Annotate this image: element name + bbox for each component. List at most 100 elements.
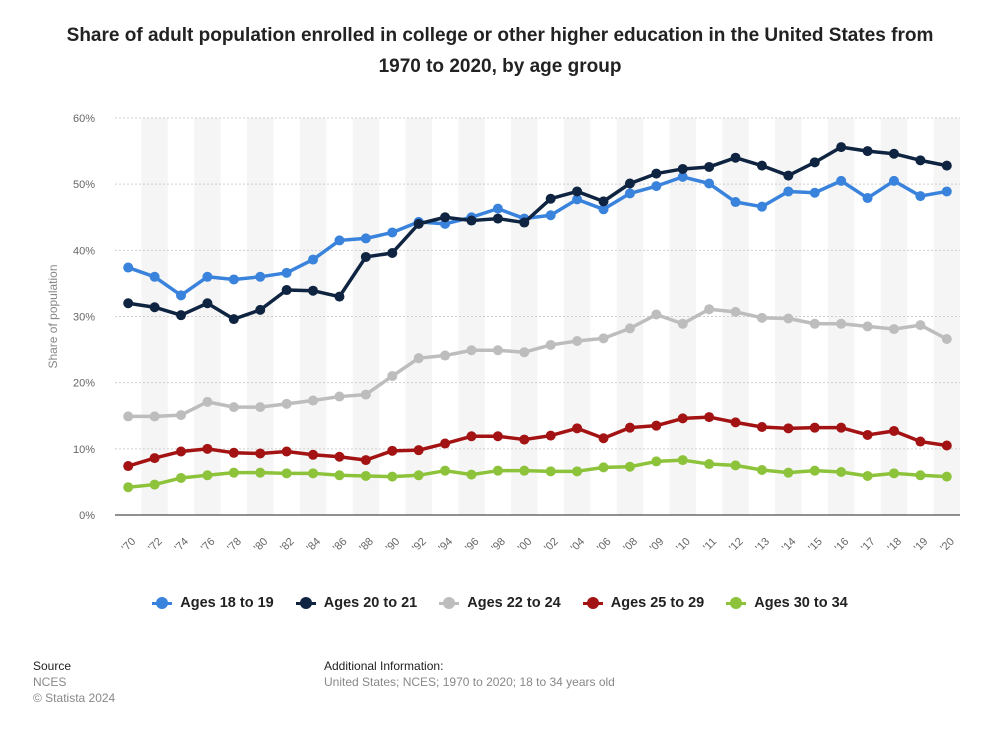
data-point-ages-25-to-29 bbox=[466, 431, 477, 442]
data-point-ages-18-to-19 bbox=[176, 290, 187, 301]
data-point-ages-30-to-34 bbox=[387, 471, 398, 482]
x-tick-label: '82 bbox=[278, 536, 297, 555]
data-point-ages-20-to-21 bbox=[387, 247, 398, 258]
data-point-ages-18-to-19 bbox=[862, 193, 873, 204]
data-point-ages-25-to-29 bbox=[915, 436, 926, 447]
data-point-ages-30-to-34 bbox=[149, 479, 160, 490]
data-point-ages-25-to-29 bbox=[756, 421, 767, 432]
data-point-ages-22-to-24 bbox=[440, 350, 451, 361]
data-point-ages-30-to-34 bbox=[809, 465, 820, 476]
data-point-ages-20-to-21 bbox=[783, 170, 794, 181]
source-name[interactable]: NCES bbox=[33, 675, 67, 689]
data-point-ages-30-to-34 bbox=[598, 462, 609, 473]
data-point-ages-20-to-21 bbox=[440, 212, 451, 223]
data-point-ages-20-to-21 bbox=[941, 160, 952, 171]
data-point-ages-30-to-34 bbox=[783, 467, 794, 478]
data-point-ages-30-to-34 bbox=[255, 467, 266, 478]
data-point-ages-18-to-19 bbox=[572, 194, 583, 205]
data-point-ages-18-to-19 bbox=[836, 175, 847, 186]
data-point-ages-18-to-19 bbox=[545, 210, 556, 221]
data-point-ages-25-to-29 bbox=[281, 446, 292, 457]
legend-item-ages-20-to-21[interactable]: Ages 20 to 21 bbox=[295, 595, 417, 611]
data-point-ages-25-to-29 bbox=[836, 422, 847, 433]
x-tick-label: '18 bbox=[885, 536, 904, 555]
data-point-ages-20-to-21 bbox=[677, 163, 688, 174]
data-point-ages-25-to-29 bbox=[492, 431, 503, 442]
data-point-ages-25-to-29 bbox=[545, 430, 556, 441]
data-point-ages-20-to-21 bbox=[836, 142, 847, 153]
data-point-ages-20-to-21 bbox=[888, 148, 899, 159]
data-point-ages-18-to-19 bbox=[308, 254, 319, 265]
data-point-ages-18-to-19 bbox=[809, 187, 820, 198]
data-point-ages-22-to-24 bbox=[836, 318, 847, 329]
data-point-ages-30-to-34 bbox=[466, 469, 477, 480]
data-point-ages-30-to-34 bbox=[677, 455, 688, 466]
data-point-ages-30-to-34 bbox=[730, 460, 741, 471]
x-tick-label: '96 bbox=[463, 536, 482, 555]
data-point-ages-30-to-34 bbox=[440, 465, 451, 476]
data-point-ages-30-to-34 bbox=[572, 466, 583, 477]
data-point-ages-18-to-19 bbox=[915, 191, 926, 202]
data-point-ages-25-to-29 bbox=[704, 412, 715, 423]
data-point-ages-20-to-21 bbox=[255, 304, 266, 315]
data-point-ages-18-to-19 bbox=[783, 186, 794, 197]
legend-label: Ages 22 to 24 bbox=[467, 595, 561, 611]
x-tick-label: '19 bbox=[912, 536, 931, 555]
legend-label: Ages 30 to 34 bbox=[754, 595, 848, 611]
data-point-ages-22-to-24 bbox=[862, 321, 873, 332]
data-point-ages-22-to-24 bbox=[360, 389, 371, 400]
data-point-ages-30-to-34 bbox=[334, 470, 345, 481]
data-point-ages-18-to-19 bbox=[228, 274, 239, 285]
x-tick-label: '74 bbox=[173, 536, 192, 555]
legend-item-ages-30-to-34[interactable]: Ages 30 to 34 bbox=[726, 595, 848, 611]
legend-item-ages-22-to-24[interactable]: Ages 22 to 24 bbox=[439, 595, 561, 611]
x-tick-label: '13 bbox=[753, 536, 772, 555]
data-point-ages-30-to-34 bbox=[228, 467, 239, 478]
data-point-ages-25-to-29 bbox=[624, 422, 635, 433]
x-tick-label: '16 bbox=[833, 536, 852, 555]
x-tick-label: '11 bbox=[701, 536, 719, 554]
legend-swatch bbox=[152, 597, 173, 609]
data-point-ages-22-to-24 bbox=[941, 333, 952, 344]
data-point-ages-22-to-24 bbox=[783, 313, 794, 324]
data-point-ages-20-to-21 bbox=[281, 285, 292, 296]
legend-label: Ages 18 to 19 bbox=[180, 595, 274, 611]
data-point-ages-22-to-24 bbox=[545, 339, 556, 350]
x-tick-label: '20 bbox=[938, 536, 957, 555]
data-point-ages-30-to-34 bbox=[519, 465, 530, 476]
data-point-ages-22-to-24 bbox=[519, 347, 530, 358]
data-point-ages-30-to-34 bbox=[888, 468, 899, 479]
chart-title: Share of adult population enrolled in co… bbox=[66, 25, 934, 77]
x-tick-label: '86 bbox=[331, 536, 350, 555]
y-tick-label: 40% bbox=[73, 245, 95, 257]
x-tick-label: '70 bbox=[120, 536, 139, 555]
additional-info-block: Additional Information: United States; N… bbox=[324, 658, 615, 690]
x-tick-label: '94 bbox=[437, 536, 456, 555]
data-point-ages-20-to-21 bbox=[176, 310, 187, 321]
x-tick-label: '00 bbox=[516, 536, 535, 555]
data-point-ages-22-to-24 bbox=[624, 323, 635, 334]
data-point-ages-22-to-24 bbox=[255, 402, 266, 413]
data-point-ages-20-to-21 bbox=[360, 251, 371, 262]
data-point-ages-22-to-24 bbox=[334, 391, 345, 402]
data-point-ages-22-to-24 bbox=[308, 395, 319, 406]
legend-swatch bbox=[295, 597, 316, 609]
copyright[interactable]: © Statista 2024 bbox=[33, 691, 116, 705]
data-point-ages-22-to-24 bbox=[176, 410, 187, 421]
data-point-ages-20-to-21 bbox=[730, 152, 741, 163]
legend-item-ages-18-to-19[interactable]: Ages 18 to 19 bbox=[152, 595, 274, 611]
x-tick-label: '90 bbox=[384, 536, 403, 555]
y-tick-label: 0% bbox=[79, 510, 95, 522]
data-point-ages-18-to-19 bbox=[334, 235, 345, 246]
data-point-ages-18-to-19 bbox=[941, 186, 952, 197]
data-point-ages-20-to-21 bbox=[492, 213, 503, 224]
x-tick-label: '98 bbox=[489, 536, 508, 555]
data-point-ages-22-to-24 bbox=[730, 306, 741, 317]
x-tick-label: '78 bbox=[225, 536, 244, 555]
data-point-ages-22-to-24 bbox=[809, 318, 820, 329]
legend-swatch bbox=[439, 597, 460, 609]
data-point-ages-18-to-19 bbox=[704, 178, 715, 189]
legend-item-ages-25-to-29[interactable]: Ages 25 to 29 bbox=[582, 595, 704, 611]
data-point-ages-18-to-19 bbox=[730, 197, 741, 208]
y-tick-label: 20% bbox=[73, 378, 95, 390]
